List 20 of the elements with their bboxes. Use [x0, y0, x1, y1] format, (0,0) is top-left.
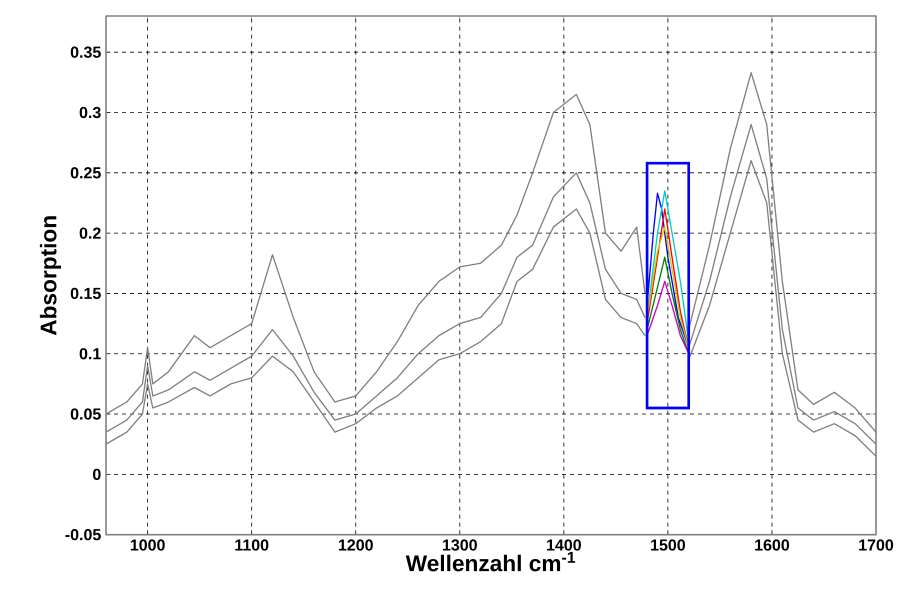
y-tick-label: 0.05	[70, 408, 101, 420]
y-tick-label: 0.1	[80, 348, 101, 360]
line-series	[646, 280, 690, 355]
y-tick-label: 0.15	[70, 288, 101, 300]
y-tick-label: 0.35	[70, 46, 101, 58]
x-tick-label: 1500	[651, 540, 686, 551]
x-tick-label: 1100	[235, 540, 268, 551]
x-tick-label: 1000	[130, 540, 165, 551]
x-tick-label: 1200	[338, 540, 373, 551]
x-axis-title: Wellenzahl cm$^{-1}$	[406, 552, 576, 572]
y-tick-label: 0.25	[70, 167, 101, 179]
x-tick-label: 1600	[755, 540, 790, 551]
y-tick-label: 0.2	[80, 228, 101, 239]
y-tick-label: -0.05	[65, 529, 101, 540]
y-tick-label: 0	[93, 468, 101, 480]
y-axis-title: Absorption	[40, 216, 62, 336]
y-tick-label: 0.3	[80, 106, 101, 118]
x-tick-label: 1300	[442, 540, 477, 551]
x-tick-label: 1400	[547, 540, 581, 551]
x-tick-label: 1700	[859, 540, 894, 551]
